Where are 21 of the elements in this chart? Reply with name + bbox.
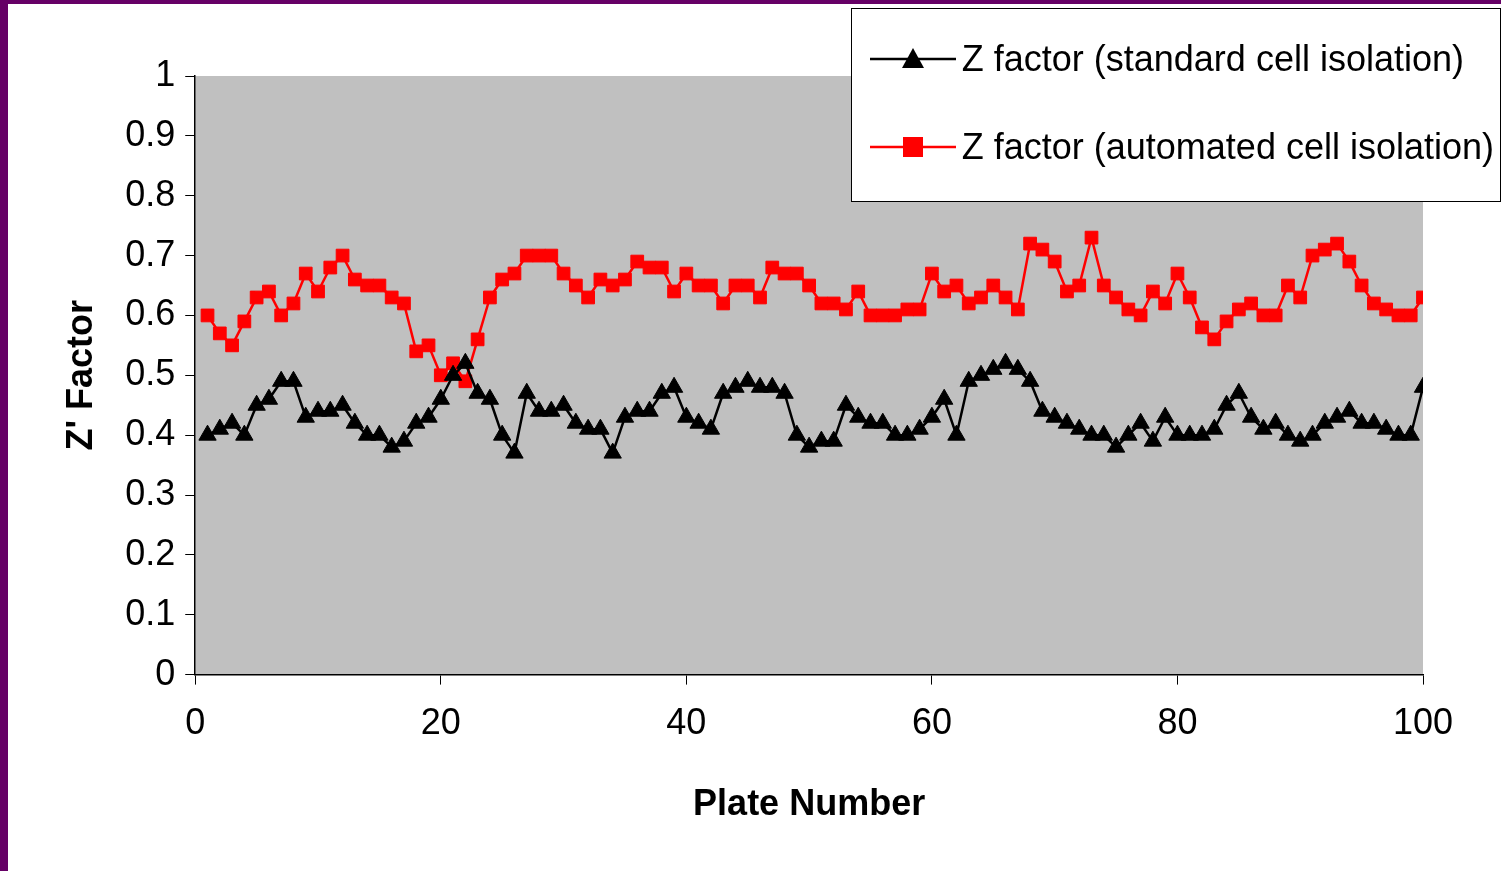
y-tick-label: 1	[155, 52, 176, 94]
y-tick-label: 0	[155, 651, 176, 693]
y-tick-label: 0.5	[125, 352, 176, 394]
x-axis-title: Plate Number	[693, 782, 926, 824]
x-tick-label: 0	[185, 701, 206, 743]
y-tick-label: 0.3	[125, 471, 176, 513]
x-tick-label: 80	[1157, 701, 1198, 743]
y-axis-title: Z' Factor	[58, 300, 100, 451]
y-tick-label: 0.4	[125, 412, 176, 454]
y-tick-label: 0.7	[125, 232, 176, 274]
x-tick-label: 60	[911, 701, 952, 743]
y-tick-label: 0.2	[125, 531, 176, 573]
x-tick-label: 100	[1392, 701, 1454, 743]
x-tick-label: 40	[666, 701, 707, 743]
y-tick-label: 0.1	[125, 591, 176, 633]
legend-label: Z factor (automated cell isolation)	[961, 126, 1494, 168]
y-tick-label: 0.6	[125, 292, 176, 334]
y-tick-label: 0.9	[125, 112, 176, 154]
legend-label: Z factor (standard cell isolation)	[961, 38, 1464, 80]
x-tick-label: 20	[420, 701, 461, 743]
y-tick-label: 0.8	[125, 172, 176, 214]
